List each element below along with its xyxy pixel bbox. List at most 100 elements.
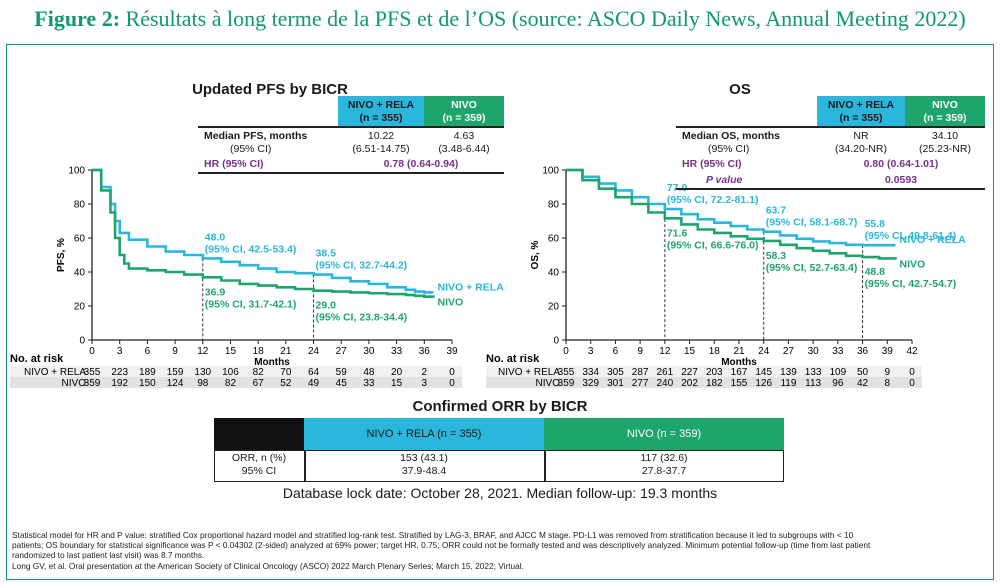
os-end-label-nivo-rela: NIVO + RELA: [900, 234, 967, 246]
os-annot-value: 48.8: [865, 266, 886, 278]
os-x-tick-label: 3: [588, 346, 594, 357]
pfs-x-tick-label: 21: [280, 346, 292, 357]
pfs-curve-nivo-rela: [92, 168, 434, 294]
pfs-at-risk-value: 59: [336, 367, 348, 378]
orr-col-nivo: NIVO (n = 359): [544, 418, 784, 450]
os-at-risk-value: 145: [755, 367, 772, 378]
pfs-table-rule-bottom: [198, 172, 504, 174]
pfs-at-risk-value: 150: [139, 378, 156, 389]
pfs-x-tick-label: 3: [117, 346, 123, 357]
pfs-at-risk-value: 189: [139, 367, 156, 378]
os-median-label: Median OS, months (95% CI): [682, 130, 781, 155]
os-at-risk-value: 126: [755, 378, 772, 389]
os-y-tick-label: 20: [548, 302, 560, 313]
pfs-x-tick-label: 39: [446, 346, 458, 357]
pfs-at-risk-value: 159: [167, 367, 184, 378]
os-at-risk-value: 301: [607, 378, 624, 389]
os-pvalue-label: P value: [706, 174, 743, 186]
pfs-x-tick-label: 12: [197, 346, 209, 357]
os-at-risk-value: 133: [805, 367, 822, 378]
pfs-at-risk-value: 3: [422, 378, 428, 389]
os-at-risk-value: 42: [857, 378, 869, 389]
orr-value-nivo: 117 (32.6) 27.8-37.7: [640, 452, 688, 477]
os-at-risk-row-name: NIVO: [536, 378, 561, 389]
pfs-at-risk-header: No. at risk: [10, 353, 64, 365]
pfs-end-label-nivo: NIVO: [438, 297, 464, 309]
pfs-y-tick-label: 0: [79, 336, 85, 347]
os-annot-value: 63.7: [766, 205, 787, 217]
pfs-x-tick-label: 18: [253, 346, 265, 357]
os-annot-ci: (95% CI, 42.7-54.7): [865, 278, 957, 290]
os-x-tick-label: 27: [783, 346, 795, 357]
orr-body: [214, 450, 784, 482]
pfs-at-risk-value: 355: [84, 367, 101, 378]
os-x-tick-label: 0: [563, 346, 569, 357]
pfs-x-tick-label: 15: [225, 346, 237, 357]
os-at-risk-value: 359: [558, 378, 575, 389]
os-y-tick-label: 80: [548, 200, 560, 211]
os-at-risk-value: 96: [832, 378, 844, 389]
os-x-tick-label: 36: [857, 346, 869, 357]
os-at-risk-value: 305: [607, 367, 624, 378]
pfs-x-tick-label: 6: [145, 346, 151, 357]
pfs-at-risk-row-bg: [10, 366, 462, 377]
os-table-rule-top: [676, 126, 985, 128]
os-y-tick-label: 0: [553, 336, 559, 347]
os-annot-ci: (95% CI, 52.7-63.4): [766, 262, 858, 274]
os-at-risk-row-bg: [486, 366, 922, 377]
os-annot-ci: (95% CI, 58.1-68.7): [766, 217, 858, 229]
pfs-at-risk-row-bg: [10, 377, 462, 388]
pfs-annot-value: 38.5: [316, 248, 337, 260]
os-at-risk-value: 203: [706, 367, 723, 378]
os-annot-value: 58.3: [766, 250, 787, 262]
os-at-risk-value: 9: [885, 367, 891, 378]
pfs-x-tick-label: 9: [172, 346, 178, 357]
pfs-at-risk-value: 70: [280, 367, 292, 378]
os-median-nivo: 34.10 (25.23-NR): [919, 130, 971, 155]
figure-title: Figure 2: Résultats à long terme de la P…: [34, 6, 966, 31]
pfs-hr-value: 0.78 (0.64-0.94): [383, 158, 459, 170]
os-x-tick-label: 24: [758, 346, 770, 357]
os-x-tick-label: 39: [882, 346, 894, 357]
orr-row-label: ORR, n (%) 95% CI: [231, 452, 287, 477]
os-at-risk-value: 182: [706, 378, 723, 389]
pfs-annot-value: 36.9: [205, 286, 226, 298]
pfs-at-risk-value: 98: [197, 378, 209, 389]
pfs-table-rule-top: [198, 126, 504, 128]
pfs-median-label: Median PFS, months (95% CI): [204, 130, 308, 155]
pfs-at-risk-value: 124: [167, 378, 184, 389]
orr-col-nivo-rela: NIVO + RELA (n = 355): [304, 418, 544, 450]
pfs-x-tick-label: 30: [363, 346, 375, 357]
pfs-median-nivo: 4.63 (3.48-6.44): [438, 130, 490, 155]
pfs-at-risk-row-name: NIVO: [62, 378, 87, 389]
pfs-at-risk-value: 130: [194, 367, 211, 378]
pfs-at-risk-value: 106: [222, 367, 239, 378]
orr-value-nivo-rela: 153 (43.1) 37.9-48.4: [400, 452, 448, 477]
os-table-rule-bottom: [676, 188, 985, 190]
pfs-annot-ci: (95% CI, 23.8-34.4): [316, 312, 408, 324]
pfs-y-tick-label: 100: [68, 166, 85, 177]
os-at-risk-value: 113: [805, 378, 821, 389]
os-y-axis-label: OS, %: [530, 240, 541, 269]
os-curve-nivo: [566, 168, 897, 260]
os-at-risk-value: 0: [909, 367, 915, 378]
os-at-risk-value: 119: [780, 378, 796, 389]
figure-frame: [6, 44, 994, 580]
pfs-annot-ci: (95% CI, 32.7-44.2): [316, 260, 408, 272]
os-hr-label: HR (95% CI): [682, 158, 742, 170]
pfs-y-tick-label: 60: [74, 234, 86, 245]
pfs-x-tick-label: 27: [336, 346, 348, 357]
pfs-at-risk-value: 2: [422, 367, 428, 378]
os-at-risk-value: 0: [909, 378, 915, 389]
os-annot-ci: (95% CI, 49.8-61.4): [865, 230, 957, 242]
os-at-risk-value: 355: [558, 367, 575, 378]
pfs-y-tick-label: 80: [74, 200, 86, 211]
os-hr-value: 0.80 (0.64-1.01): [863, 158, 939, 170]
pfs-at-risk-value: 20: [391, 367, 403, 378]
pfs-at-risk-value: 64: [308, 367, 320, 378]
os-at-risk-value: 240: [657, 378, 674, 389]
pfs-at-risk-value: 82: [225, 378, 237, 389]
os-at-risk-row-name: NIVO + RELA: [498, 367, 560, 378]
pfs-y-tick-label: 20: [74, 302, 86, 313]
